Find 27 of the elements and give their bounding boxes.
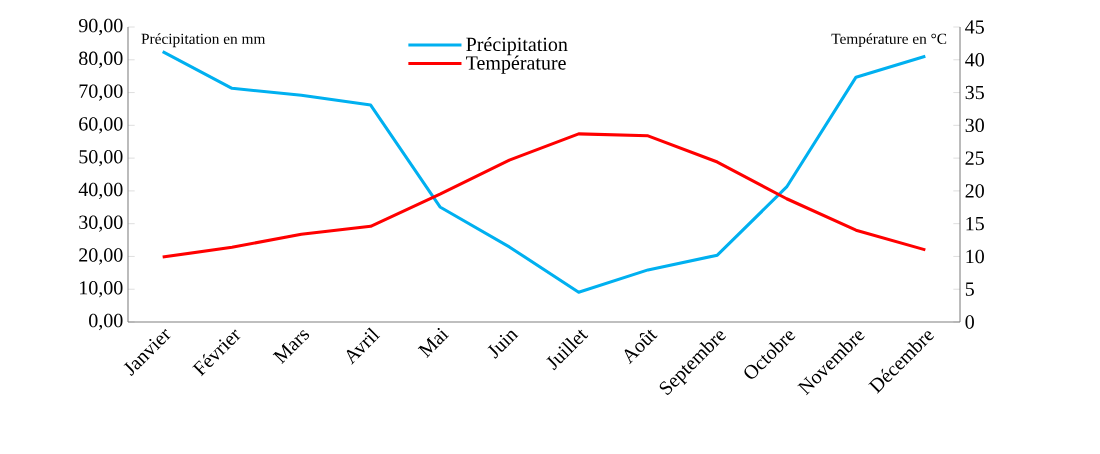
y2-tick-label: 30: [965, 118, 984, 133]
y2-tick-label: 5: [965, 282, 974, 296]
x-tick-label: Mai: [417, 327, 450, 358]
y2-tick-label: 40: [965, 53, 984, 67]
x-tick-label: Juin: [487, 330, 519, 359]
legend-label: Précipitation: [466, 37, 568, 56]
y2-tick-label: 35: [965, 85, 984, 100]
legend-label: Température: [466, 55, 566, 74]
y-tick-label: 60,00: [79, 117, 123, 134]
y-tick-label: 80,00: [79, 51, 123, 68]
y2-tick-label: 15: [966, 216, 984, 231]
y2-tick-label: 0: [965, 315, 974, 329]
y-tick-label: 40,00: [78, 182, 123, 200]
y2-tick-label: 10: [966, 249, 984, 264]
y-tick-label: 50,00: [79, 149, 123, 167]
y2-tick-label: 20: [965, 184, 984, 198]
y-tick-label: 10,00: [80, 281, 123, 298]
y-tick-label: 90,00: [78, 18, 123, 36]
y-tick-label: 70,00: [79, 84, 123, 101]
line-series: [161, 132, 927, 259]
y-tick-label: 20,00: [79, 248, 123, 265]
y-axis-title: Précipitation en mm: [141, 33, 266, 48]
y-tick-label: 30,00: [79, 215, 123, 232]
y2-axis-title: Température en °C: [831, 33, 947, 48]
y2-tick-label: 45: [965, 20, 984, 34]
y-tick-label: 0,00: [89, 313, 123, 331]
y2-tick-label: 25: [965, 151, 984, 165]
